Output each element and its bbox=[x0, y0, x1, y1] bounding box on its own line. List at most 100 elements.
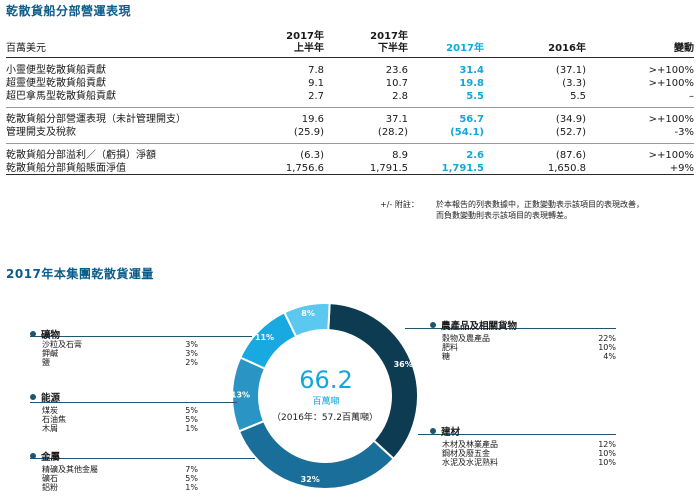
legend-construction: 建材 木材及林業產品 12% 鋼材及廢五金 10% 水泥及水泥熟料 10% bbox=[430, 424, 616, 467]
row-label: 超巴拿馬型乾散貨船貢獻 bbox=[6, 91, 116, 102]
legend-item: 精礦及其他金屬 7% bbox=[42, 465, 198, 474]
leader-line-construction bbox=[418, 434, 616, 435]
leader-line-metals bbox=[30, 458, 255, 459]
cell-value: (54.1) bbox=[450, 127, 484, 138]
performance-table: 百萬美元 2017年 上半年 2017年 下半年 2017年 2016年 變動 小靈… bbox=[6, 26, 694, 175]
bullet-icon bbox=[30, 330, 36, 337]
donut-slice-label: 32% bbox=[301, 475, 320, 484]
donut-slice-label: 11% bbox=[255, 333, 274, 342]
legend-item: 鉀鹹 3% bbox=[42, 349, 198, 358]
donut-slice-label: 13% bbox=[231, 390, 250, 399]
cell-value: (87.6) bbox=[555, 150, 586, 161]
cell-value: – bbox=[689, 91, 694, 102]
table-header: 百萬美元 2017年 上半年 2017年 下半年 2017年 2016年 變動 bbox=[6, 26, 694, 58]
legend-title: 能源 bbox=[41, 392, 61, 404]
donut-slice-label: 36% bbox=[394, 360, 413, 369]
col-header-2016: 2016年 bbox=[548, 43, 586, 54]
cell-value: 5.5 bbox=[466, 91, 484, 102]
cell-value: 9.1 bbox=[308, 78, 324, 89]
table-row: 小靈便型乾散貨船貢獻 7.8 23.6 31.4 (37.1) >+100% bbox=[6, 64, 694, 77]
cell-value: 1,791.5 bbox=[441, 163, 484, 174]
volume-donut-chart: 36% 32% 13% 11% 8% bbox=[231, 302, 419, 490]
note-label: +/- 附註： bbox=[380, 200, 419, 209]
legend-title: 礦物 bbox=[41, 329, 61, 341]
donut-slice bbox=[282, 302, 331, 338]
cell-value: (37.1) bbox=[555, 65, 586, 76]
cell-value: 1,650.8 bbox=[547, 163, 586, 174]
cell-value: 23.6 bbox=[385, 65, 408, 76]
bullet-icon bbox=[30, 452, 36, 459]
note-line-1: 於本報告的列表數據中，正數變動表示該項目的表現改善， bbox=[436, 200, 644, 209]
cell-value: 10.7 bbox=[385, 78, 408, 89]
leader-line-minerals bbox=[30, 336, 252, 337]
legend-item: 穀物及農產品 22% bbox=[442, 334, 616, 343]
legend-item: 鹽 2% bbox=[42, 358, 198, 367]
cell-value: 56.7 bbox=[459, 114, 484, 125]
cell-value: (3.3) bbox=[562, 78, 586, 89]
col-header-change: 變動 bbox=[674, 43, 694, 54]
cell-value: >+100% bbox=[648, 78, 694, 89]
volume-section-title: 2017年本集團乾散貨運量 bbox=[6, 267, 154, 281]
legend-item: 肥料 10% bbox=[442, 343, 616, 352]
row-label: 管理開支及稅款 bbox=[6, 127, 76, 138]
legend-title: 金屬 bbox=[41, 451, 61, 463]
legend-energy: 能源 煤炭 5% 石油焦 5% 木屑 1% bbox=[30, 390, 198, 433]
legend-minerals: 礦物 沙粒及石膏 3% 鉀鹹 3% 鹽 2% bbox=[30, 327, 198, 367]
cell-value: (34.9) bbox=[555, 114, 586, 125]
legend-item: 礦石 5% bbox=[42, 474, 198, 483]
cell-value: (52.7) bbox=[555, 127, 586, 138]
legend-item: 沙粒及石膏 3% bbox=[42, 340, 198, 349]
cell-value: >+100% bbox=[648, 150, 694, 161]
legend-item: 糖 4% bbox=[442, 352, 616, 361]
table-row: 超靈便型乾散貨船貢獻 9.1 10.7 19.8 (3.3) >+100% bbox=[6, 77, 694, 90]
cell-value: (6.3) bbox=[300, 150, 324, 161]
cell-value: 1,756.6 bbox=[285, 163, 324, 174]
leader-line-energy bbox=[30, 402, 237, 403]
leader-line-agri bbox=[405, 328, 616, 329]
cell-value: 2.8 bbox=[392, 91, 408, 102]
prior-year-volume: （2016年：57.2百萬噸） bbox=[272, 413, 378, 423]
row-label: 乾散貨船分部溢利／（虧損）淨額 bbox=[6, 150, 156, 161]
cell-value: >+100% bbox=[648, 114, 694, 125]
col-header-1h2017: 2017年 上半年 bbox=[286, 31, 324, 54]
legend-title: 建材 bbox=[441, 426, 461, 438]
bullet-icon bbox=[430, 427, 436, 434]
cell-value: 5.5 bbox=[570, 91, 586, 102]
unit-label: 百萬美元 bbox=[6, 43, 46, 54]
cell-value: 31.4 bbox=[459, 65, 484, 76]
cell-value: 2.6 bbox=[466, 150, 484, 161]
cell-value: -3% bbox=[674, 127, 694, 138]
legend-item: 鋼材及廢五金 10% bbox=[442, 449, 616, 458]
legend-item: 木材及林業產品 12% bbox=[442, 440, 616, 449]
cell-value: 8.9 bbox=[392, 150, 408, 161]
cell-value: 7.8 bbox=[308, 65, 324, 76]
cell-value: +9% bbox=[669, 163, 694, 174]
table-row: 乾散貨船分部營運表現（未計管理開支） 19.6 37.1 56.7 (34.9)… bbox=[6, 113, 694, 126]
total-volume-unit: 百萬噸 bbox=[312, 397, 340, 407]
cell-value: (25.9) bbox=[293, 127, 324, 138]
legend-item: 水泥及水泥熟料 10% bbox=[442, 458, 616, 467]
legend-item: 鋁粉 1% bbox=[42, 483, 198, 492]
table-row: 乾散貨船分部貨船賬面淨值 1,756.6 1,791.5 1,791.5 1,6… bbox=[6, 162, 694, 175]
cell-value: 19.8 bbox=[459, 78, 484, 89]
cell-value: 2.7 bbox=[308, 91, 324, 102]
cell-value: 37.1 bbox=[385, 114, 408, 125]
bullet-icon bbox=[430, 321, 436, 328]
table-row: 超巴拿馬型乾散貨船貢獻 2.7 2.8 5.5 5.5 – bbox=[6, 90, 694, 103]
row-label: 小靈便型乾散貨船貢獻 bbox=[6, 65, 106, 76]
col-header-2h2017: 2017年 下半年 bbox=[370, 31, 408, 54]
legend-metals: 金屬 精礦及其他金屬 7% 礦石 5% 鋁粉 1% bbox=[30, 449, 198, 492]
donut-slice-label: 8% bbox=[301, 309, 315, 318]
bullet-icon bbox=[30, 393, 36, 400]
legend-item: 石油焦 5% bbox=[42, 415, 198, 424]
total-volume-value: 66.2 bbox=[299, 366, 353, 394]
cell-value: (28.2) bbox=[377, 127, 408, 138]
legend-agri: 農產品及相關貨物 穀物及農產品 22% 肥料 10% 糖 4% bbox=[430, 318, 616, 361]
cell-value: 19.6 bbox=[301, 114, 324, 125]
col-header-2017: 2017年 bbox=[446, 43, 484, 54]
cell-value: 1,791.5 bbox=[369, 163, 408, 174]
table-row: 乾散貨船分部溢利／（虧損）淨額 (6.3) 8.9 2.6 (87.6) >+1… bbox=[6, 149, 694, 162]
row-label: 乾散貨船分部營運表現（未計管理開支） bbox=[6, 114, 186, 125]
table-row: 管理開支及稅款 (25.9) (28.2) (54.1) (52.7) -3% bbox=[6, 126, 694, 139]
legend-title: 農產品及相關貨物 bbox=[441, 320, 518, 332]
